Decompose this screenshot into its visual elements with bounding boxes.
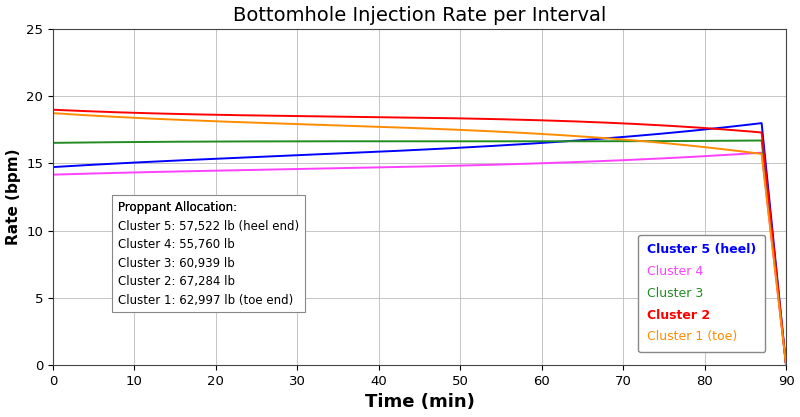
Legend: Cluster 5 (heel), Cluster 4, Cluster 3, Cluster 2, Cluster 1 (toe): Cluster 5 (heel), Cluster 4, Cluster 3, … (638, 235, 765, 352)
Y-axis label: Rate (bpm): Rate (bpm) (6, 149, 21, 245)
X-axis label: Time (min): Time (min) (365, 394, 474, 412)
Title: Bottomhole Injection Rate per Interval: Bottomhole Injection Rate per Interval (233, 5, 606, 25)
Text: Proppant Allocation:
Cluster 5: 57,522 lb (heel end)
Cluster 4: 55,760 lb
Cluste: Proppant Allocation: Cluster 5: 57,522 l… (118, 201, 299, 306)
Text: Proppant Allocation:: Proppant Allocation: (118, 201, 237, 214)
